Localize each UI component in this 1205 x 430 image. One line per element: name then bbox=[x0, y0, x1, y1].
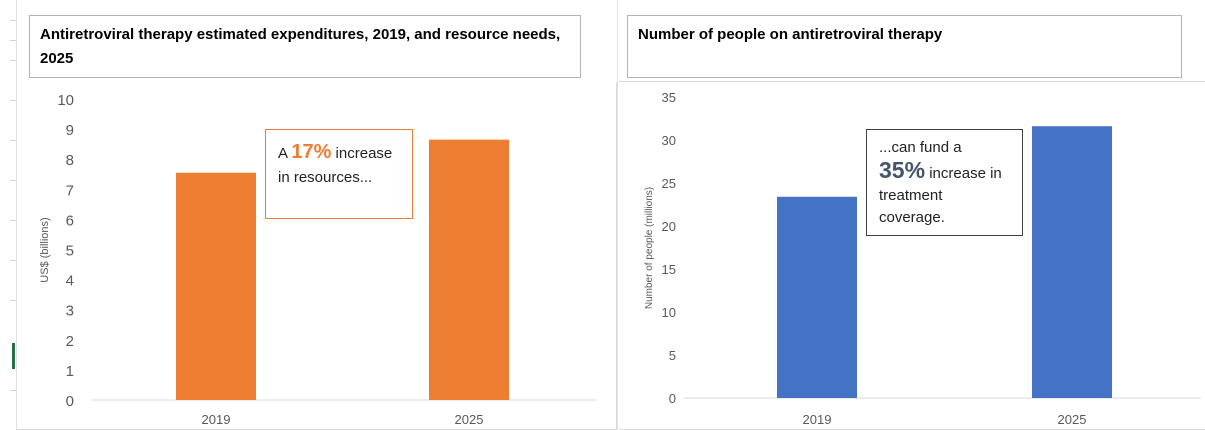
coverage-increase-callout: ...can fund a 35% increase in treatment … bbox=[866, 129, 1023, 236]
x-tick-label: 2019 bbox=[202, 412, 231, 427]
y-tick-label: 8 bbox=[66, 152, 74, 169]
y-tick-label: 5 bbox=[669, 348, 676, 363]
row-divider bbox=[10, 180, 16, 181]
y-tick-label: 1 bbox=[66, 363, 74, 380]
row-divider bbox=[10, 40, 16, 41]
x-tick-label: 2025 bbox=[1058, 412, 1087, 427]
y-tick-label: 4 bbox=[66, 273, 74, 290]
y-tick-label: 9 bbox=[66, 122, 74, 139]
expenditure-bar-chart: 0 1 2 3 4 5 6 7 8 9 10 US$ (billions) 2019 2025 bbox=[39, 92, 597, 427]
chart-title: Number of people on antiretroviral thera… bbox=[627, 15, 1182, 78]
bar-2025 bbox=[1032, 126, 1112, 399]
x-tick-label: 2025 bbox=[455, 412, 484, 427]
chart-title: Antiretroviral therapy estimated expendi… bbox=[29, 15, 581, 78]
y-tick-label: 25 bbox=[662, 176, 676, 191]
y-tick-label: 20 bbox=[662, 219, 676, 234]
row-divider bbox=[10, 140, 16, 141]
spreadsheet-row-edge bbox=[0, 0, 17, 430]
row-divider bbox=[10, 390, 16, 391]
y-tick-label: 5 bbox=[66, 243, 74, 260]
x-tick-label: 2019 bbox=[803, 412, 832, 427]
callout-prefix: ...can fund a bbox=[879, 139, 962, 156]
panel-divider bbox=[617, 0, 618, 430]
row-divider bbox=[10, 300, 16, 301]
resource-increase-callout: A 17% increase in resources... bbox=[265, 129, 413, 219]
y-tick-label: 6 bbox=[66, 212, 74, 229]
bar-2019 bbox=[777, 196, 857, 398]
callout-suffix: increase in resources... bbox=[278, 145, 393, 186]
row-divider bbox=[10, 20, 16, 21]
y-tick-label: 2 bbox=[66, 333, 74, 350]
y-tick-label: 7 bbox=[66, 182, 74, 199]
y-tick-label: 10 bbox=[662, 305, 676, 320]
row-divider bbox=[10, 60, 16, 61]
row-divider bbox=[10, 220, 16, 221]
y-tick-label: 15 bbox=[662, 262, 676, 277]
y-tick-label: 0 bbox=[66, 393, 74, 410]
y-axis-label: US$ (billions) bbox=[39, 217, 51, 282]
callout-prefix: A bbox=[278, 145, 292, 162]
bar-2019 bbox=[176, 172, 256, 400]
y-axis-label: Number of people (millions) bbox=[644, 187, 655, 309]
selected-cell-marker[interactable] bbox=[12, 343, 15, 369]
treatment-chart-panel[interactable]: Number of people on antiretroviral thera… bbox=[619, 0, 1205, 430]
y-tick-label: 3 bbox=[66, 303, 74, 320]
bar-2025 bbox=[429, 139, 509, 400]
callout-suffix: increase in treatment coverage. bbox=[879, 165, 1002, 226]
row-divider bbox=[10, 100, 16, 101]
y-tick-label: 35 bbox=[662, 90, 676, 105]
callout-percentage: 17% bbox=[291, 141, 332, 163]
callout-percentage: 35% bbox=[879, 157, 926, 183]
y-tick-label: 0 bbox=[669, 391, 676, 406]
row-divider bbox=[10, 260, 16, 261]
expenditure-chart-panel[interactable]: Antiretroviral therapy estimated expendi… bbox=[17, 0, 617, 430]
y-tick-label: 10 bbox=[57, 92, 74, 109]
y-tick-label: 30 bbox=[662, 133, 676, 148]
